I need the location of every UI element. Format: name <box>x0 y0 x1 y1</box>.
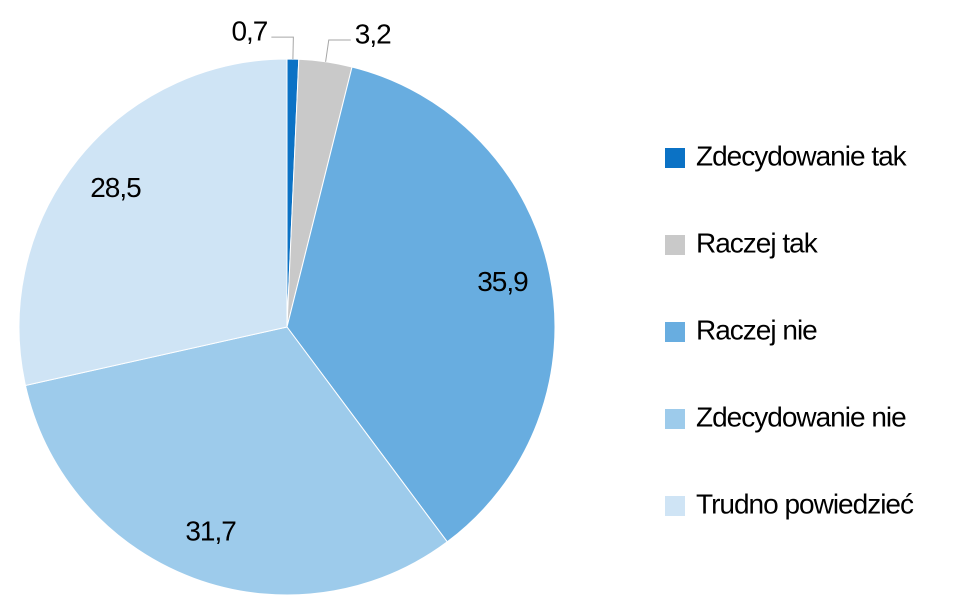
data-label: 0,7 <box>231 15 267 46</box>
data-label: 28,5 <box>90 172 141 203</box>
pie-slice <box>286 66 556 543</box>
legend-swatch <box>665 235 685 255</box>
legend-label: Raczej nie <box>696 314 817 345</box>
pie-slice <box>24 326 448 596</box>
legend-swatch <box>665 322 685 342</box>
legend-label: Trudno powiedzieć <box>696 488 914 519</box>
leader-line <box>325 39 351 62</box>
data-label: 3,2 <box>355 18 391 49</box>
legend-swatch <box>665 496 685 516</box>
data-label: 35,9 <box>477 266 528 297</box>
legend-swatch <box>665 409 685 429</box>
leader-line <box>271 36 294 60</box>
legend-swatch <box>665 148 685 168</box>
legend-label: Zdecydowanie nie <box>696 401 906 432</box>
legend-label: Zdecydowanie tak <box>696 140 908 171</box>
data-label: 31,7 <box>185 515 236 546</box>
pie-slice <box>18 58 288 387</box>
legend-label: Raczej tak <box>696 227 819 258</box>
